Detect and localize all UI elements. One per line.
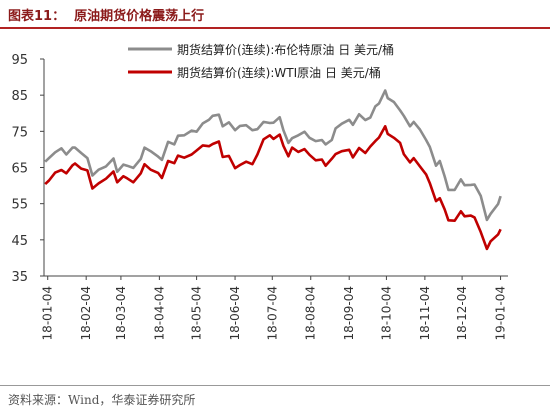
y-tick-label: 85 bbox=[11, 89, 28, 104]
y-tick-label: 55 bbox=[11, 198, 28, 213]
x-tick-label: 18-07-04 bbox=[265, 286, 279, 340]
x-tick-label: 18-02-04 bbox=[79, 286, 93, 340]
figure-label: 图表11： bbox=[8, 9, 66, 24]
x-tick-label: 18-09-04 bbox=[342, 286, 356, 340]
line-chart: 35 45 55 65 75 85 95 18-01-04 18-02-04 18-03-04 18… bbox=[11, 42, 508, 340]
legend-label-wti: 期货结算价(连续):WTI原油 日 美元/桶 bbox=[177, 65, 381, 80]
x-tick-label: 18-01-04 bbox=[41, 286, 55, 340]
title-rule bbox=[0, 27, 550, 29]
y-tick-label: 95 bbox=[11, 53, 28, 68]
x-tick-label: 19-01-04 bbox=[494, 286, 508, 340]
x-tick-label: 18-10-04 bbox=[379, 286, 393, 340]
y-tick-label: 35 bbox=[11, 270, 28, 285]
legend-label-brent: 期货结算价(连续):布伦特原油 日 美元/桶 bbox=[177, 42, 394, 57]
series-line-wti bbox=[44, 125, 502, 251]
x-tick-label: 18-06-04 bbox=[228, 286, 242, 340]
x-tick-label: 18-08-04 bbox=[304, 286, 318, 340]
figure-title-text: 原油期货价格震荡上行 bbox=[74, 9, 205, 24]
x-tick-label: 18-03-04 bbox=[114, 286, 128, 340]
chart-area: 35 45 55 65 75 85 95 18-01-04 18-02-04 18-03-04 18… bbox=[0, 30, 550, 382]
y-tick-label: 65 bbox=[11, 162, 28, 177]
x-tick-label: 18-12-04 bbox=[455, 286, 469, 340]
figure-title: 图表11： 原油期货价格震荡上行 bbox=[8, 5, 204, 24]
figure-header: 图表11： 原油期货价格震荡上行 bbox=[0, 0, 550, 29]
footer-rule bbox=[0, 385, 550, 386]
y-tick-label: 45 bbox=[11, 234, 28, 249]
x-tick-label: 18-11-04 bbox=[418, 286, 432, 340]
source-note: 资料来源：Wind，华泰证券研究所 bbox=[8, 393, 196, 407]
series-line-brent bbox=[44, 89, 502, 222]
x-tick-label: 18-05-04 bbox=[190, 286, 204, 340]
x-tick-label: 18-04-04 bbox=[152, 286, 166, 340]
y-tick-label: 75 bbox=[11, 125, 28, 140]
